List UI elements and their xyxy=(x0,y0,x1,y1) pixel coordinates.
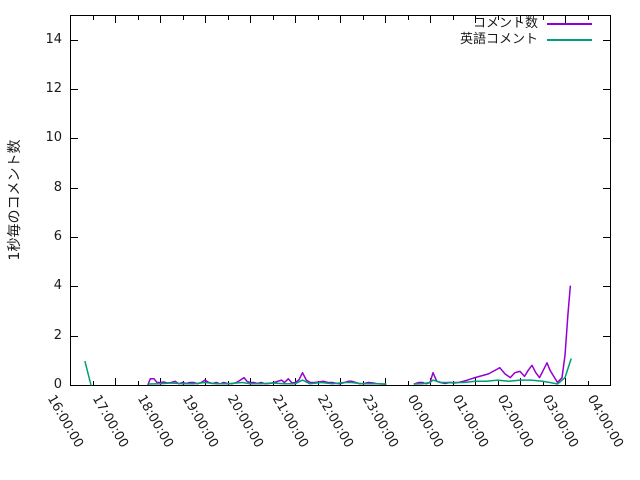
series-line-1 xyxy=(84,360,92,386)
y-tick-label: 10 xyxy=(45,130,62,146)
y-tick-label: 0 xyxy=(53,377,62,392)
y-tick-label: 2 xyxy=(53,327,62,343)
legend-label: コメント数 xyxy=(472,16,538,31)
y-axis-title: 1秒毎のコメント数 xyxy=(7,139,23,261)
legend: コメント数 英語コメント xyxy=(460,16,592,48)
series-line-1 xyxy=(413,358,572,385)
legend-line-swatch xyxy=(547,23,592,25)
legend-line-swatch xyxy=(547,39,592,41)
legend-label: 英語コメント xyxy=(459,32,538,47)
y-tick-label: 12 xyxy=(45,81,62,96)
y-tick-label: 6 xyxy=(53,229,62,244)
series-line-1 xyxy=(148,379,387,385)
y-tick-label: 8 xyxy=(53,179,62,195)
plot-border xyxy=(70,15,611,386)
series-line-0 xyxy=(413,285,572,385)
legend-entry: 英語コメント xyxy=(460,32,592,48)
y-tick-label: 4 xyxy=(53,278,62,294)
legend-entry: コメント数 xyxy=(460,16,592,32)
y-tick-label: 14 xyxy=(45,31,62,47)
